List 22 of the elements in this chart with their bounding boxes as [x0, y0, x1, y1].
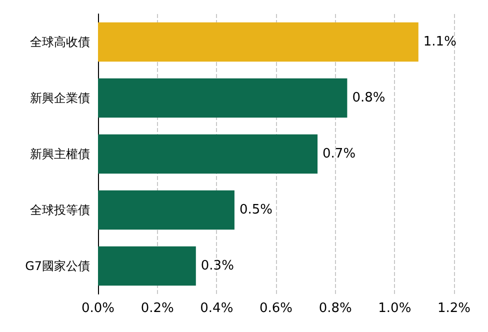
- bar: [98, 246, 196, 286]
- x-tick-label: 1.2%: [437, 301, 471, 316]
- x-tick-label: 0.4%: [200, 301, 234, 316]
- data-label: 0.7%: [322, 146, 356, 162]
- y-tick-label: 新興主權債: [30, 147, 90, 161]
- data-label: 0.3%: [200, 258, 234, 274]
- y-tick-label: G7國家公債: [25, 259, 90, 273]
- bar: [98, 190, 234, 230]
- data-label: 1.1%: [423, 34, 456, 50]
- bar: [98, 78, 348, 118]
- bar: [98, 22, 418, 62]
- x-tick-label: 1.0%: [378, 301, 412, 316]
- x-tick-label: 0.2%: [140, 301, 174, 316]
- x-tick-label: 0.6%: [259, 301, 293, 316]
- bar: [98, 134, 318, 174]
- x-tick-label: 0.0%: [81, 301, 115, 316]
- data-label: 0.8%: [352, 90, 386, 106]
- x-tick-label: 0.8%: [318, 301, 352, 316]
- data-label: 0.5%: [239, 202, 272, 218]
- y-tick-label: 全球高收債: [30, 35, 90, 49]
- y-tick-label: 全球投等債: [30, 203, 90, 217]
- y-tick-label: 新興企業債: [30, 91, 90, 105]
